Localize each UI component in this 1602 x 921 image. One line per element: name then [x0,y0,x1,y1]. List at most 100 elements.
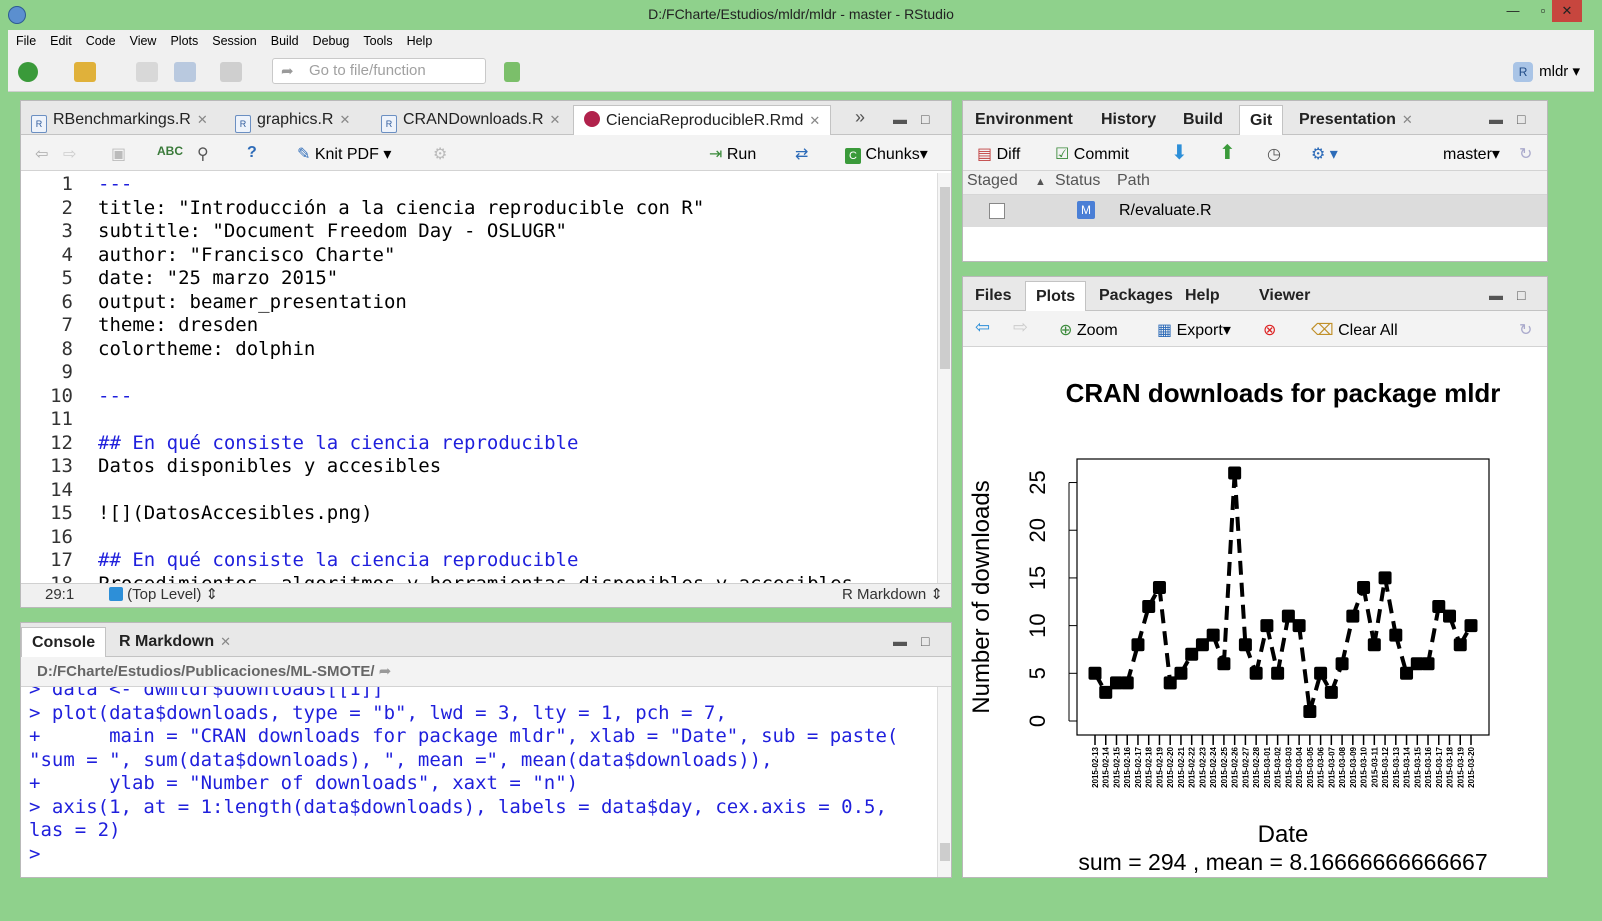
maximize-pane-icon[interactable]: □ [921,633,930,649]
history-clock-icon[interactable]: ◷ [1267,146,1281,163]
close-button[interactable]: ✕ [1552,0,1582,22]
close-tab-icon[interactable]: ✕ [196,112,208,127]
print-icon[interactable] [220,62,242,82]
staged-checkbox[interactable] [989,203,1005,219]
tab-plots[interactable]: Plots [1025,281,1087,311]
col-path[interactable]: Path [1117,172,1150,189]
minimize-button[interactable]: — [1506,3,1520,18]
run-button[interactable]: ⇥ Run [709,144,756,164]
data-point [1185,647,1199,661]
console-scrollbar[interactable] [937,687,951,877]
menu-build[interactable]: Build [270,34,299,48]
maximize-pane-icon[interactable]: □ [1517,287,1526,303]
back-icon[interactable]: ⇦ [35,146,49,163]
find-icon[interactable]: ⚲ [197,146,209,163]
tab-crandownloads[interactable]: R CRANDownloads.R ✕ [371,105,570,135]
scrollbar-thumb[interactable] [940,187,950,369]
menu-session[interactable]: Session [212,34,257,48]
tab-cienciareproducible[interactable]: CienciaReproducibleR.Rmd ✕ [573,105,832,135]
refresh-icon[interactable]: ↻ [1519,146,1533,163]
tab-help[interactable]: Help [1185,287,1220,304]
tab-build[interactable]: Build [1183,111,1223,128]
more-tabs-icon[interactable]: » [855,107,866,127]
export-button[interactable]: ▦ Export▾ [1157,322,1231,339]
close-tab-icon[interactable]: ✕ [549,112,561,127]
diff-button[interactable]: ▤ Diff [977,144,1020,164]
refresh-icon[interactable]: ↻ [1519,322,1533,339]
code-editor[interactable]: 1 --- 2 title: "Introducción a la ciencia r… [21,173,939,585]
new-file-icon[interactable] [18,62,38,82]
scope-selector[interactable]: (Top Level) ⇕ [109,584,218,606]
tab-rmarkdown[interactable]: R Markdown ✕ [109,627,241,657]
forward-icon[interactable]: ⇨ [63,146,77,163]
menu-code[interactable]: Code [85,34,116,48]
menu-debug[interactable]: Debug [312,34,350,48]
tab-console[interactable]: Console [21,627,107,657]
file-type-label: R Markdown [842,586,927,603]
editor-scrollbar[interactable] [937,173,951,585]
open-folder-icon[interactable] [74,62,96,82]
previous-plot-icon[interactable]: ⇦ [975,317,991,337]
help-icon[interactable]: ? [247,144,257,161]
tab-viewer[interactable]: Viewer [1259,287,1311,304]
tab-packages[interactable]: Packages [1099,287,1173,304]
maximize-pane-icon[interactable]: □ [921,111,930,127]
minimize-pane-icon[interactable]: ▬ [893,633,907,649]
tab-rbenchmarkings[interactable]: R RBenchmarkings.R ✕ [21,105,218,135]
menu-view[interactable]: View [129,34,157,48]
maximize-button[interactable]: ▫ [1540,3,1546,18]
tab-history[interactable]: History [1101,111,1157,128]
close-tab-icon[interactable]: ✕ [1401,112,1413,127]
x-tick-label: 2015-03-09 [1349,746,1358,787]
console-output[interactable]: > data <- dwmldr$downloads[[1]] > plot(da… [21,687,939,877]
save-icon[interactable]: ▣ [111,146,127,163]
next-plot-icon[interactable]: ⇨ [1013,317,1029,337]
close-tab-icon[interactable]: ✕ [339,112,351,127]
commit-button[interactable]: ☑ Commit [1055,144,1129,164]
menu-plots[interactable]: Plots [170,34,199,48]
tab-presentation[interactable]: Presentation ✕ [1289,105,1423,135]
git-settings-gear-icon[interactable]: ⚙ ▾ [1311,146,1338,163]
menu-file[interactable]: File [16,34,37,48]
cursor-position: 29:1 [45,586,75,603]
goto-directory-icon[interactable]: ➦ [378,663,392,680]
menu-bar: File Edit Code View Plots Session Build … [8,30,1594,52]
branch-selector[interactable]: master▾ [1443,146,1500,163]
maximize-pane-icon[interactable]: □ [1517,111,1526,127]
table-row[interactable]: M R/evaluate.R [963,195,1547,227]
zoom-button[interactable]: ⊕ Zoom [1059,320,1118,340]
minimize-pane-icon[interactable]: ▬ [893,111,907,127]
pull-icon[interactable]: ⬇ [1171,142,1188,164]
push-icon[interactable]: ⬆ [1219,142,1236,164]
minimize-pane-icon[interactable]: ▬ [1489,111,1503,127]
tab-files[interactable]: Files [975,287,1012,304]
spellcheck-icon[interactable]: ABC [157,144,183,158]
settings-gear-icon[interactable]: ⚙ [433,146,448,163]
close-tab-icon[interactable]: ✕ [220,634,232,649]
remove-plot-icon[interactable]: ⊗ [1263,322,1277,339]
clear-all-button[interactable]: ⌫ Clear All [1311,320,1398,340]
minimize-pane-icon[interactable]: ▬ [1489,287,1503,303]
scrollbar-thumb[interactable] [940,843,950,861]
data-point [1378,571,1392,585]
close-tab-icon[interactable]: ✕ [809,113,821,128]
save-icon[interactable] [136,62,158,82]
knit-button[interactable]: ✎ Knit PDF ▾ [297,146,392,163]
tab-git[interactable]: Git [1239,105,1284,135]
addins-icon[interactable] [504,62,520,82]
menu-edit[interactable]: Edit [50,34,72,48]
save-all-icon[interactable] [174,62,196,82]
col-status[interactable]: Status [1055,172,1101,189]
goto-file-input[interactable]: ➦ Go to file/function [272,58,486,84]
menu-help[interactable]: Help [406,34,433,48]
file-type-selector[interactable]: R Markdown ⇕ [842,586,943,603]
tab-environment[interactable]: Environment [975,111,1073,128]
chunks-button[interactable]: C Chunks▾ [845,144,928,164]
rerun-icon[interactable]: ⇄ [795,146,809,163]
sort-icon[interactable]: ▲ [1035,176,1046,188]
y-tick-label: 10 [1025,613,1050,637]
menu-tools[interactable]: Tools [363,34,393,48]
col-staged[interactable]: Staged [967,172,1018,189]
